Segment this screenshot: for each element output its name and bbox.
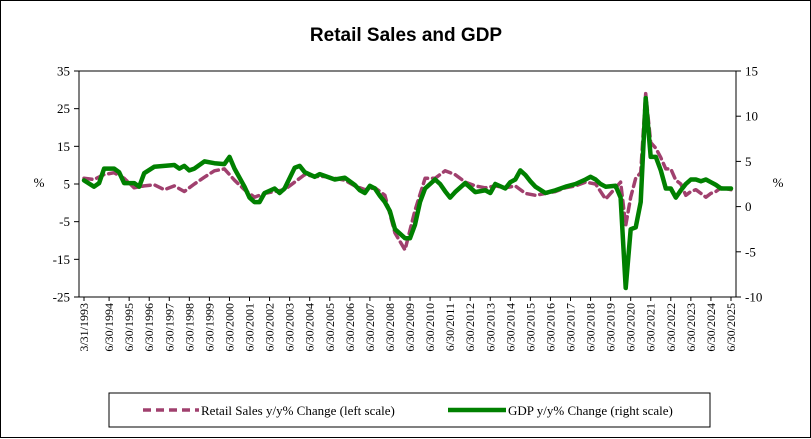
x-tick-label: 6/30/2012 [463,303,477,352]
left-axis-unit: % [34,175,45,190]
legend-label-gdp: GDP y/y% Change (right scale) [508,403,673,418]
x-tick-label: 6/30/2018 [584,303,598,352]
x-tick-label: 6/30/1994 [102,303,116,352]
left-tick-label: -5 [59,214,70,229]
right-tick-label: 5 [745,154,752,169]
x-tick-label: 6/30/2025 [724,303,738,352]
legend-box [108,392,711,428]
x-tick-label: 6/30/2021 [644,303,658,352]
x-tick-label: 6/30/1998 [182,303,196,352]
x-tick-label: 6/30/1995 [122,303,136,352]
x-tick-label: 6/30/1996 [142,303,156,352]
x-tick-label: 6/30/2017 [563,303,577,352]
x-tick-label: 6/30/2009 [403,303,417,352]
left-axis: -25 -15 -5 5 15 25 35 [53,64,79,305]
x-tick-label: 6/30/2007 [363,303,377,352]
x-tick-label: 6/30/2005 [323,303,337,352]
x-tick-label: 6/30/2011 [443,303,457,351]
right-axis-unit: % [773,175,784,190]
x-tick-label: 3/31/1993 [77,303,91,352]
right-tick-label: -10 [745,290,762,305]
x-axis: 3/31/1993 6/30/1994 6/30/1995 6/30/1996 6/30… [77,297,738,352]
right-tick-label: 10 [745,109,758,124]
retail-sales-line [82,91,733,252]
x-tick-label: 6/30/2008 [383,303,397,352]
right-tick-label: 0 [745,199,752,214]
left-tick-label: 5 [64,177,71,192]
x-tick-label: 6/30/2000 [222,303,236,352]
x-tick-label: 6/30/2024 [704,303,718,352]
left-tick-label: -15 [53,252,70,267]
x-tick-label: 6/30/1999 [202,303,216,352]
left-tick-label: -25 [53,290,70,305]
legend-label-retail: Retail Sales y/y% Change (left scale) [201,403,395,418]
left-tick-label: 25 [57,101,70,116]
right-tick-label: -5 [745,244,756,259]
x-tick-label: 6/30/2004 [303,303,317,352]
x-tick-label: 6/30/1997 [162,303,176,352]
x-tick-label: 6/30/2016 [543,303,557,352]
series-layer [81,91,734,291]
chart-title: Retail Sales and GDP [310,25,503,46]
x-tick-label: 6/30/2013 [483,303,497,352]
x-tick-label: 6/30/2006 [343,303,357,352]
x-tick-label: 6/30/2022 [664,303,678,352]
x-tick-label: 6/30/2019 [604,303,618,352]
x-tick-label: 6/30/2020 [624,303,638,352]
plot-area [78,70,737,298]
x-tick-label: 6/30/2010 [423,303,437,352]
x-tick-label: 6/30/2001 [243,303,257,352]
right-axis: -10 -5 0 5 10 15 [736,64,762,305]
x-tick-label: 6/30/2015 [523,303,537,352]
x-tick-label: 6/30/2023 [684,303,698,352]
x-tick-label: 6/30/2002 [263,303,277,352]
x-tick-label: 6/30/2003 [283,303,297,352]
x-tick-label: 6/30/2014 [503,303,517,352]
gdp-line [81,95,734,291]
right-tick-label: 15 [745,64,758,79]
left-tick-label: 15 [57,139,70,154]
left-tick-label: 35 [57,64,70,79]
